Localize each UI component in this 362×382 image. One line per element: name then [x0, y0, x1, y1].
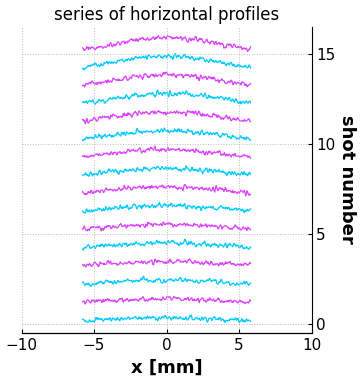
Title: series of horizontal profiles: series of horizontal profiles [54, 6, 279, 24]
Y-axis label: shot number: shot number [338, 115, 357, 244]
X-axis label: x [mm]: x [mm] [131, 358, 202, 376]
